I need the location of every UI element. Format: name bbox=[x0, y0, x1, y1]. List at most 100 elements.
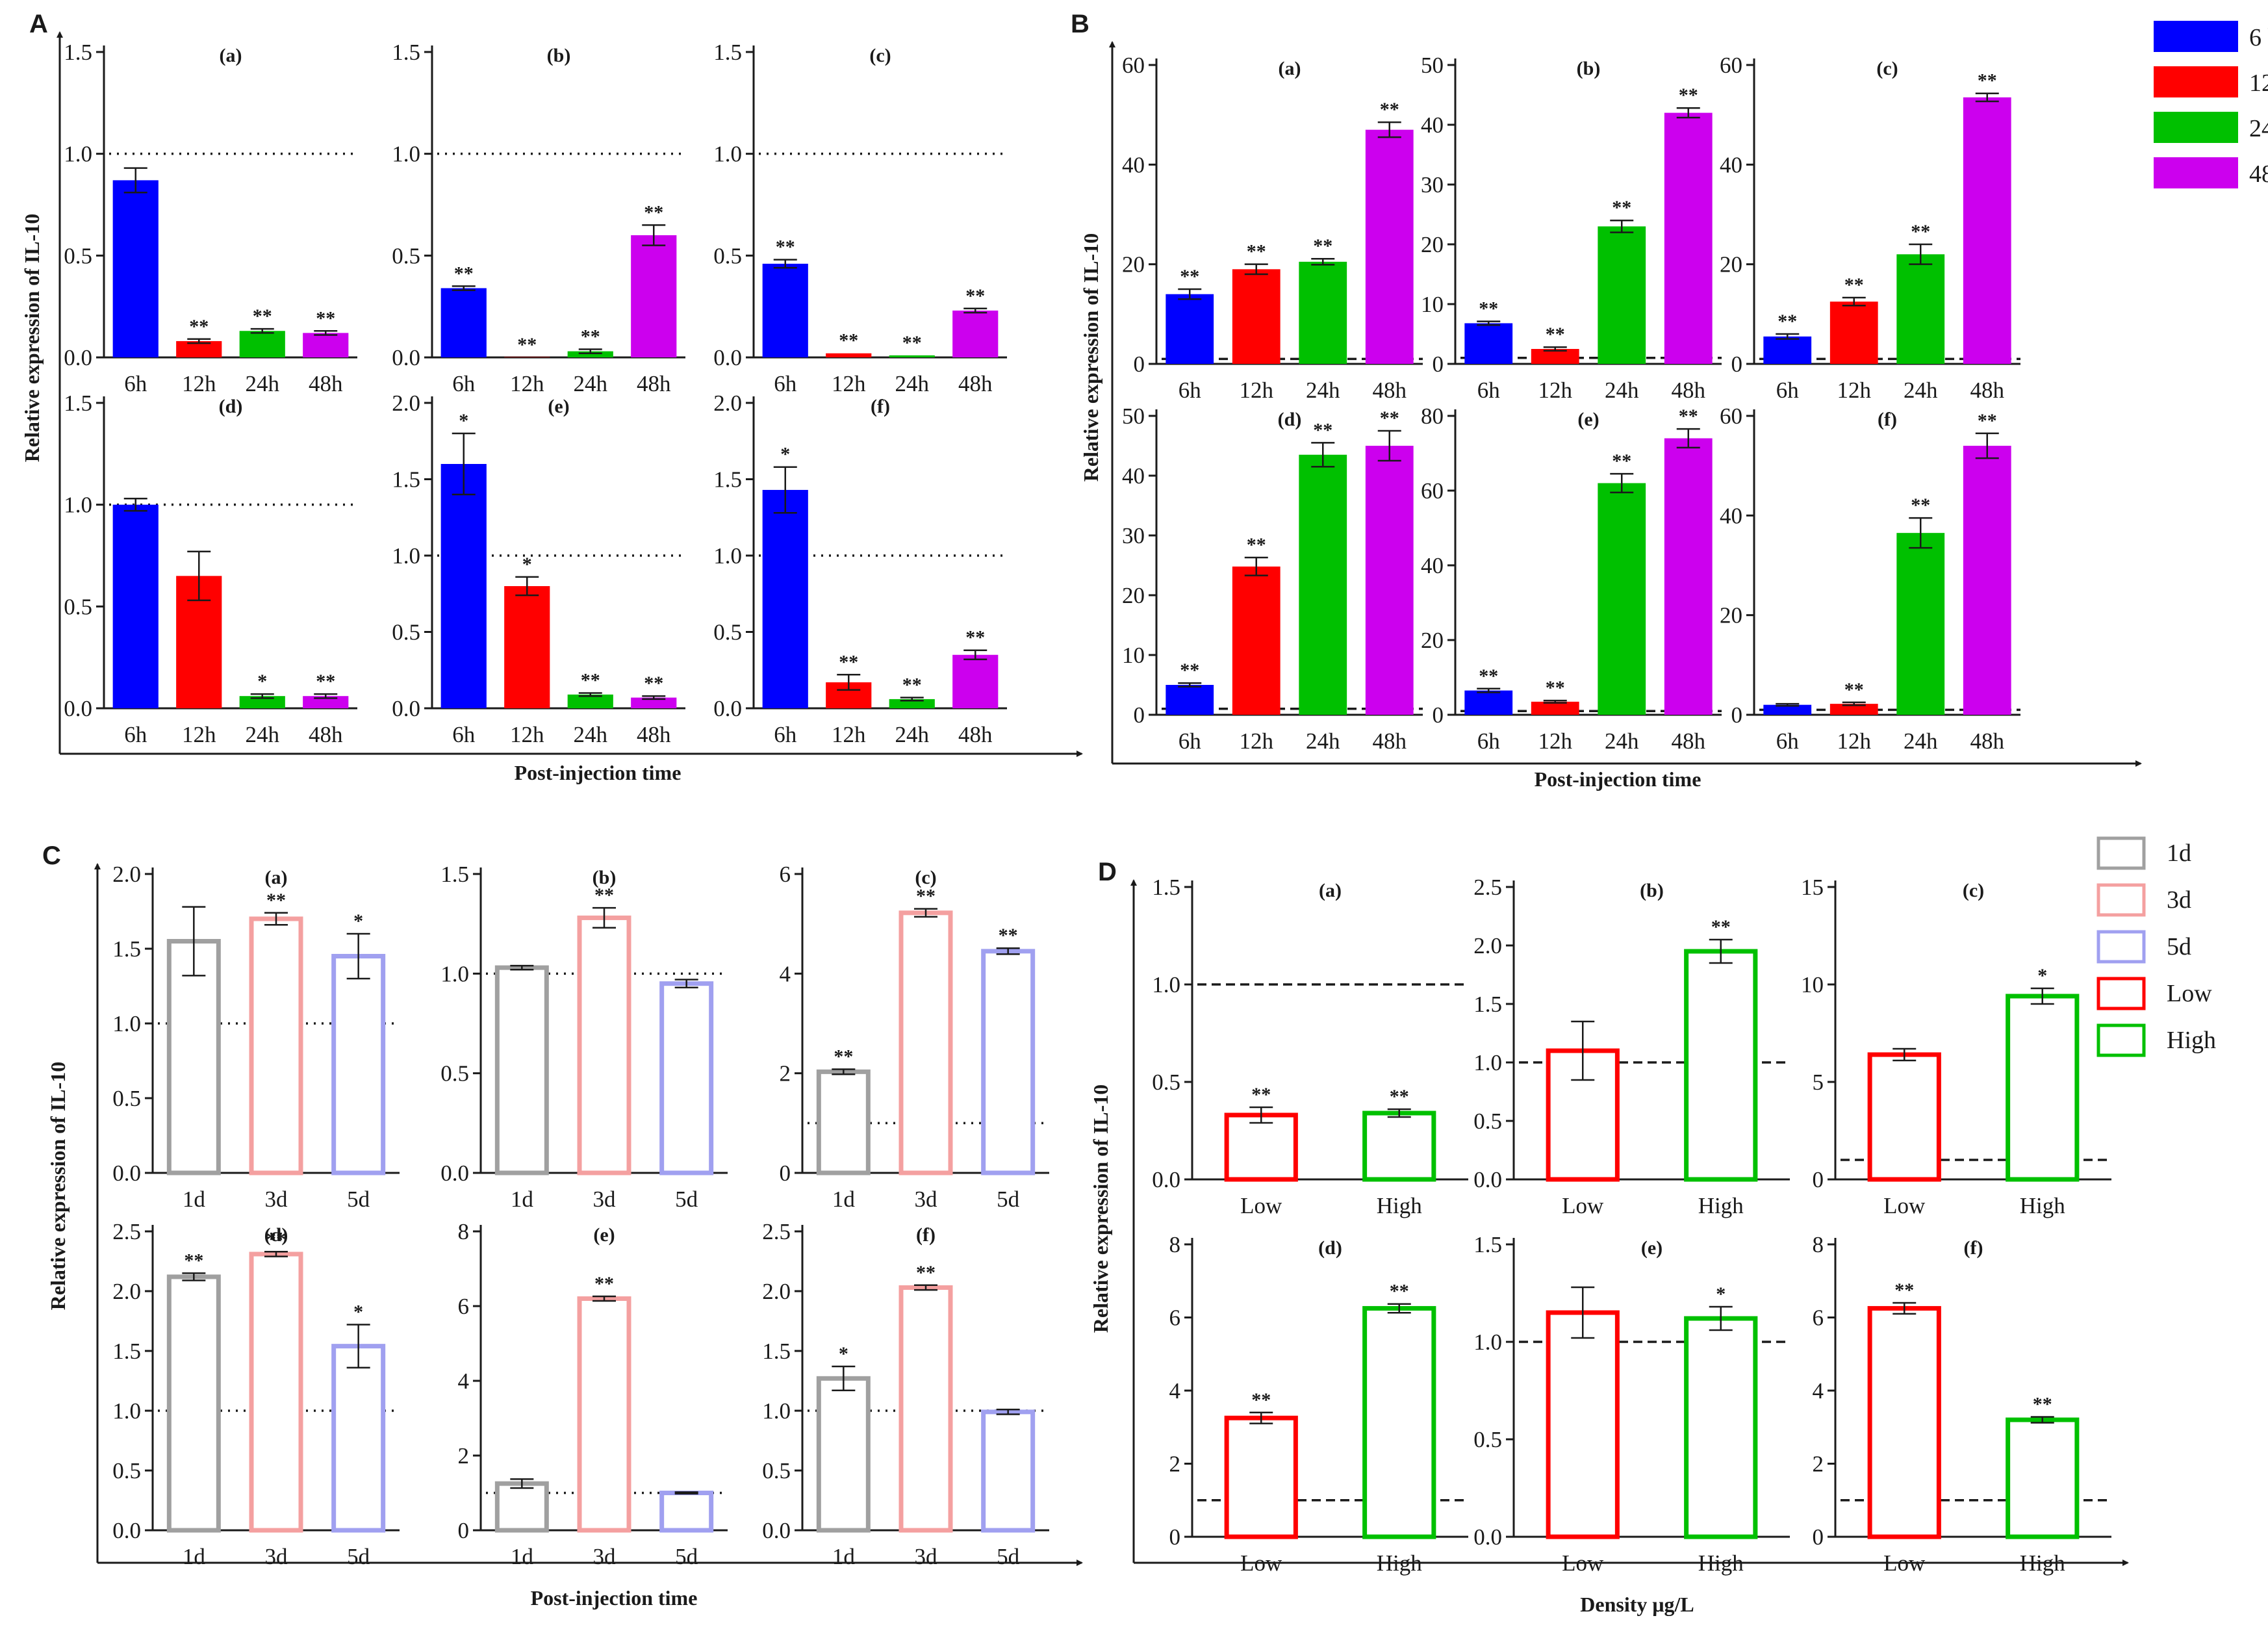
bar bbox=[577, 1296, 631, 1533]
y-tick-label: 1.5 bbox=[392, 467, 420, 493]
legend-label-high: High bbox=[2167, 1027, 2216, 1054]
y-tick-label: 0.0 bbox=[762, 1518, 791, 1543]
y-tick-label: 0.0 bbox=[713, 345, 742, 370]
chart-title: (f) bbox=[916, 1224, 936, 1246]
bar bbox=[2006, 994, 2080, 1182]
y-tick-label: 0 bbox=[1731, 352, 1743, 377]
x-tick-label: 3d bbox=[915, 1544, 938, 1569]
y-tick-label: 0 bbox=[780, 1161, 791, 1186]
legend-swatch-high bbox=[2096, 1023, 2146, 1057]
bar bbox=[631, 235, 677, 357]
legend-label-24h: 24h bbox=[2249, 115, 2268, 142]
y-tick-label: 2 bbox=[780, 1061, 791, 1086]
panel-letter-d: D bbox=[1098, 858, 1117, 886]
x-tick-label: 12h bbox=[1538, 728, 1573, 754]
bar bbox=[1829, 704, 1878, 715]
x-tick-label: 12h bbox=[1538, 378, 1573, 403]
y-tick-label: 0.0 bbox=[713, 696, 742, 721]
significance-label: * bbox=[2037, 965, 2047, 986]
significance-label: ** bbox=[965, 627, 985, 649]
x-tick-label: 6h bbox=[124, 722, 147, 747]
significance-label: ** bbox=[644, 201, 663, 223]
bar bbox=[331, 954, 386, 1175]
y-tick-label: 60 bbox=[1421, 478, 1444, 504]
y-tick-label: 2 bbox=[1169, 1452, 1181, 1477]
significance-label: ** bbox=[1679, 84, 1698, 106]
y-tick-label: 0.0 bbox=[392, 345, 420, 370]
x-tick-label: 12h bbox=[1240, 728, 1274, 754]
y-tick-label: 1.0 bbox=[112, 1398, 141, 1424]
panel-a-xlabel: Post-injection time bbox=[515, 761, 682, 784]
y-tick-label: 1.0 bbox=[713, 142, 742, 167]
y-tick-label: 40 bbox=[1421, 553, 1444, 578]
y-tick-label: 15 bbox=[1801, 875, 1824, 900]
y-tick-label: 2.5 bbox=[762, 1219, 791, 1244]
bar bbox=[1867, 1052, 1941, 1182]
bar bbox=[1362, 1305, 1436, 1539]
legend-swatch-5d bbox=[2096, 930, 2146, 964]
x-tick-label: 3d bbox=[265, 1544, 288, 1569]
bar bbox=[762, 263, 808, 357]
x-tick-label: 6h bbox=[774, 722, 797, 747]
chart-a-b: 0.0 0.5 1.0 1.5 (b) ** 6h ** 12h ** 24h ** 48h bbox=[392, 40, 685, 396]
x-tick-label: 6h bbox=[1477, 378, 1501, 403]
significance-label: ** bbox=[902, 332, 922, 353]
x-tick-label: Low bbox=[1883, 1550, 1926, 1576]
x-tick-label: High bbox=[1698, 1550, 1744, 1576]
bar bbox=[331, 1344, 386, 1533]
legend-swatch-3d bbox=[2096, 883, 2146, 917]
x-tick-label: 12h bbox=[1837, 378, 1872, 403]
x-tick-label: 24h bbox=[246, 722, 280, 747]
y-tick-label: 1.5 bbox=[64, 40, 92, 65]
chart-c-b: 0.0 0.5 1.0 1.5 (b) 1d ** 3d 5d bbox=[440, 862, 728, 1212]
chart-b-a: 0 20 40 60 (a) ** 6h ** 12h ** 24h ** 48h bbox=[1122, 53, 1423, 403]
y-tick-label: 4 bbox=[458, 1368, 470, 1394]
legend-label-low: Low bbox=[2167, 980, 2212, 1007]
panel-b-ylabel: Relative expression of IL-10 bbox=[1079, 233, 1102, 482]
significance-label: ** bbox=[316, 307, 335, 329]
panel-d-xlabel: Density μg/L bbox=[1580, 1593, 1694, 1616]
y-tick-label: 20 bbox=[1122, 583, 1145, 608]
y-tick-label: 1.5 bbox=[1473, 992, 1502, 1017]
y-tick-label: 40 bbox=[1122, 152, 1145, 177]
chart-title: (c) bbox=[915, 867, 936, 888]
x-tick-label: 6h bbox=[1179, 378, 1202, 403]
y-tick-label: 30 bbox=[1122, 523, 1145, 548]
y-tick-label: 2.0 bbox=[112, 1279, 141, 1304]
chart-title: (e) bbox=[548, 396, 569, 417]
x-tick-label: 6h bbox=[1179, 728, 1202, 754]
bar bbox=[1224, 1112, 1298, 1182]
legend-swatch-24h bbox=[2154, 112, 2238, 143]
x-tick-label: 6h bbox=[1776, 378, 1800, 403]
x-tick-label: 3d bbox=[915, 1187, 938, 1212]
frame-axes bbox=[57, 31, 2142, 1566]
legend-day-density: 1d 3d 5d Low High bbox=[2096, 836, 2216, 1057]
x-tick-label: Low bbox=[1562, 1193, 1604, 1218]
y-tick-label: 20 bbox=[1720, 603, 1742, 628]
y-tick-label: 0 bbox=[1169, 1524, 1181, 1550]
legend-label-1d: 1d bbox=[2167, 840, 2191, 867]
bar bbox=[249, 1252, 303, 1533]
significance-label: ** bbox=[1390, 1281, 1409, 1302]
x-tick-label: 1d bbox=[183, 1187, 206, 1212]
chart-c-a: 0.0 0.5 1.0 1.5 2.0 (a) 1d ** 3d * 5d bbox=[112, 862, 400, 1212]
legend-label-48h: 48h bbox=[2249, 161, 2268, 188]
bar bbox=[1362, 1111, 1436, 1182]
y-tick-label: 2 bbox=[1813, 1452, 1824, 1477]
bar bbox=[659, 1491, 714, 1533]
y-tick-label: 0 bbox=[1731, 702, 1743, 728]
significance-label: ** bbox=[454, 263, 474, 284]
legend-time: 6 h 12h 24h 48h bbox=[2154, 21, 2268, 188]
x-tick-label: Low bbox=[1883, 1193, 1926, 1218]
y-tick-label: 10 bbox=[1421, 292, 1444, 317]
chart-title: (e) bbox=[1641, 1237, 1663, 1259]
bar bbox=[1664, 112, 1713, 364]
significance-label: ** bbox=[1844, 274, 1864, 296]
chart-d-d: 0 2 4 6 8 (d) ** Low ** High bbox=[1169, 1232, 1468, 1576]
y-tick-label: 0.5 bbox=[762, 1458, 791, 1483]
y-tick-label: 40 bbox=[1122, 463, 1145, 489]
bar bbox=[504, 586, 550, 708]
chart-title: (b) bbox=[1577, 58, 1601, 79]
bar bbox=[303, 333, 349, 357]
